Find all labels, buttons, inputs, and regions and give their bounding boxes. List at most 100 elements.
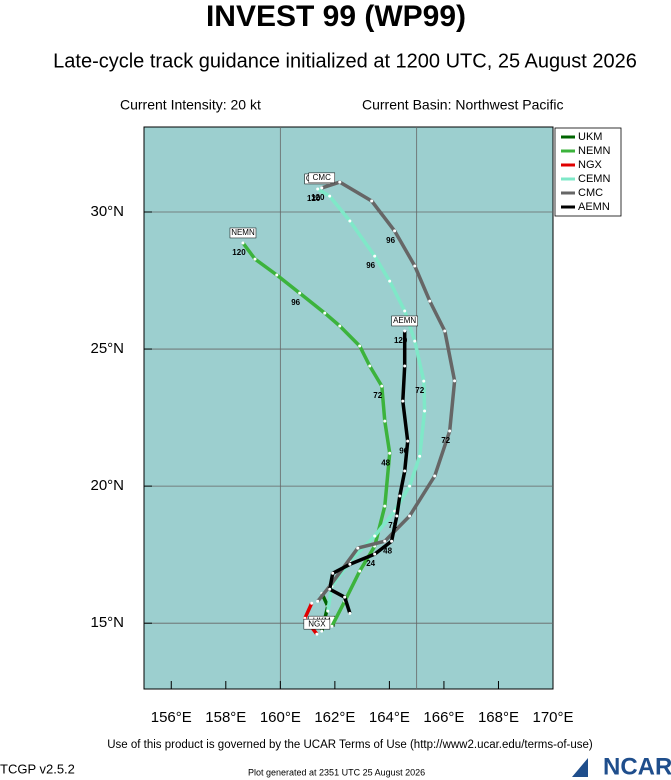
forecast-hour: 120 xyxy=(232,248,246,257)
track-point xyxy=(380,384,384,388)
track-point xyxy=(408,484,412,488)
track-point xyxy=(383,504,387,508)
track-point xyxy=(403,309,407,313)
x-tick-label: 160°E xyxy=(260,709,301,726)
forecast-hour: 120 xyxy=(311,193,325,202)
logo-icon xyxy=(572,758,588,777)
y-tick-label: 25°N xyxy=(90,340,124,357)
track-point xyxy=(348,219,352,223)
legend-label: CEMN xyxy=(578,173,610,185)
track-point xyxy=(453,379,457,383)
legend-label: UKM xyxy=(578,131,602,143)
track-point xyxy=(338,324,342,328)
generated: Plot generated at 2351 UTC 25 August 202… xyxy=(248,767,425,777)
track-point xyxy=(298,291,302,295)
track-point xyxy=(328,587,332,591)
track-point xyxy=(370,199,374,203)
x-tick-label: 156°E xyxy=(151,709,192,726)
track-point xyxy=(383,419,387,423)
name-box xyxy=(229,227,257,239)
track-point xyxy=(422,379,426,383)
basin: Current Basin: Northwest Pacific xyxy=(362,97,564,113)
track-point xyxy=(328,194,332,198)
track-point xyxy=(356,546,360,550)
x-tick-label: 170°E xyxy=(532,709,573,726)
track-point xyxy=(330,624,334,628)
track-point xyxy=(395,514,399,518)
y-tick-label: 15°N xyxy=(90,614,124,631)
forecast-hour: 120 xyxy=(394,336,408,345)
track-point xyxy=(275,273,279,277)
chart-title: INVEST 99 (WP99) xyxy=(206,0,466,33)
legend-label: AEMN xyxy=(578,201,610,213)
track-point xyxy=(348,611,352,615)
track-point xyxy=(253,257,257,261)
track-point xyxy=(368,364,372,368)
track-point xyxy=(413,264,417,268)
forecast-hour: 48 xyxy=(383,546,392,555)
name-label: NEMN xyxy=(231,228,255,237)
track-point xyxy=(241,241,245,245)
x-tick-label: 164°E xyxy=(369,709,410,726)
legend-label: CMC xyxy=(578,187,603,199)
name-label: CMC xyxy=(313,173,331,182)
track-point xyxy=(316,599,320,603)
track-point xyxy=(398,494,402,498)
track-point xyxy=(423,409,427,413)
forecast-hour: 96 xyxy=(399,446,408,455)
logo: NCAR xyxy=(572,753,671,780)
name-box xyxy=(303,618,331,630)
track-point xyxy=(393,229,397,233)
track-name: NGX xyxy=(303,618,331,630)
track-point xyxy=(403,329,407,333)
forecast-hour: 96 xyxy=(366,261,375,270)
track-point xyxy=(320,186,324,190)
track-point xyxy=(393,509,397,513)
legend-label: NGX xyxy=(578,159,603,171)
track-name: NEMN xyxy=(229,227,257,239)
name-label: AEMN xyxy=(393,316,416,325)
forecast-hour: 96 xyxy=(291,298,300,307)
track-point xyxy=(413,339,417,343)
track-point xyxy=(403,364,407,368)
intensity: Current Intensity: 20 kt xyxy=(120,97,261,113)
track-line xyxy=(327,331,410,614)
track-point xyxy=(383,539,387,543)
track-point xyxy=(326,609,330,613)
track-point xyxy=(388,279,392,283)
x-tick-label: 166°E xyxy=(423,709,464,726)
track-point xyxy=(310,601,314,605)
forecast-hour: 72 xyxy=(415,386,424,395)
terms: Use of this product is governed by the U… xyxy=(107,739,593,751)
track-point xyxy=(316,187,320,191)
track-point xyxy=(343,595,347,599)
track-point xyxy=(428,299,432,303)
forecast-hour: 72 xyxy=(441,436,450,445)
x-tick-label: 158°E xyxy=(205,709,246,726)
forecast-hour: 48 xyxy=(381,458,390,467)
track-name: AEMN xyxy=(391,315,418,327)
track-point xyxy=(433,474,437,478)
track-point xyxy=(320,629,324,633)
y-tick-label: 30°N xyxy=(90,203,124,220)
track-point xyxy=(443,329,447,333)
forecast-hour: 96 xyxy=(386,236,395,245)
legend xyxy=(554,127,622,217)
forecast-hour: 72 xyxy=(373,391,382,400)
track-point xyxy=(403,469,407,473)
x-tick-label: 162°E xyxy=(314,709,355,726)
x-tick-label: 168°E xyxy=(478,709,519,726)
name-box xyxy=(308,172,336,184)
track-point xyxy=(358,569,362,573)
track-point xyxy=(373,254,377,258)
forecast-hour: 72 xyxy=(388,521,397,530)
track-point xyxy=(390,539,394,543)
track-point xyxy=(448,429,452,433)
track-point xyxy=(373,552,377,556)
track-point xyxy=(418,454,422,458)
forecast-hour: 120 xyxy=(307,194,321,203)
track-point xyxy=(331,571,335,575)
legend-label: NEMN xyxy=(578,145,610,157)
name-box xyxy=(391,315,418,327)
